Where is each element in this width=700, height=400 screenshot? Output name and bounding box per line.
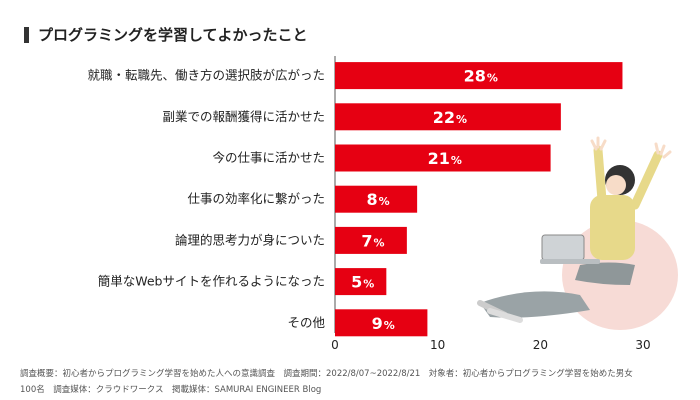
bar bbox=[335, 309, 428, 337]
category-label: その他 bbox=[287, 315, 325, 330]
bar-value-label: 7% bbox=[361, 231, 384, 250]
bar-value-label: 8% bbox=[366, 190, 389, 209]
x-tick-label: 20 bbox=[533, 338, 548, 352]
bar bbox=[335, 103, 561, 131]
bar bbox=[335, 144, 551, 172]
survey-footnote-line1: 調査概要：初心者からプログラミング学習を始めた人への意識調査 調査期間：2022… bbox=[20, 369, 633, 379]
category-label: 副業での報酬獲得に活かせた bbox=[162, 109, 325, 124]
title-accent-bar bbox=[24, 27, 29, 43]
chart-title: プログラミングを学習してよかったこと bbox=[38, 26, 308, 44]
bar bbox=[335, 268, 387, 296]
bar-value-label: 9% bbox=[372, 314, 395, 333]
bar bbox=[335, 62, 623, 90]
bar-value-label: 28% bbox=[464, 67, 498, 86]
x-tick-label: 10 bbox=[430, 338, 445, 352]
bar bbox=[335, 185, 418, 213]
category-label: 仕事の効率化に繋がった bbox=[187, 191, 325, 206]
bar bbox=[335, 226, 407, 254]
x-tick-label: 0 bbox=[331, 338, 339, 352]
survey-footnote-line2: 100名 調査媒体：クラウドワークス 掲載媒体：SAMURAI ENGINEER… bbox=[20, 385, 322, 395]
person-on-beanbag-illustration bbox=[477, 136, 678, 330]
category-label: 簡単なWebサイトを作れるようになった bbox=[98, 274, 325, 289]
bar-value-label: 5% bbox=[351, 273, 374, 292]
bar-value-label: 21% bbox=[428, 149, 462, 168]
bar-value-label: 22% bbox=[433, 108, 467, 127]
category-label: 今の仕事に活かせた bbox=[212, 150, 325, 165]
bar-chart: 就職・転職先、働き方の選択肢が広がった 28% 副業での報酬獲得に活かせた 22% 今の… bbox=[87, 56, 651, 352]
category-label: 論理的思考力が身についた bbox=[175, 232, 325, 247]
x-tick-label: 30 bbox=[635, 338, 650, 352]
category-label: 就職・転職先、働き方の選択肢が広がった bbox=[87, 68, 325, 83]
